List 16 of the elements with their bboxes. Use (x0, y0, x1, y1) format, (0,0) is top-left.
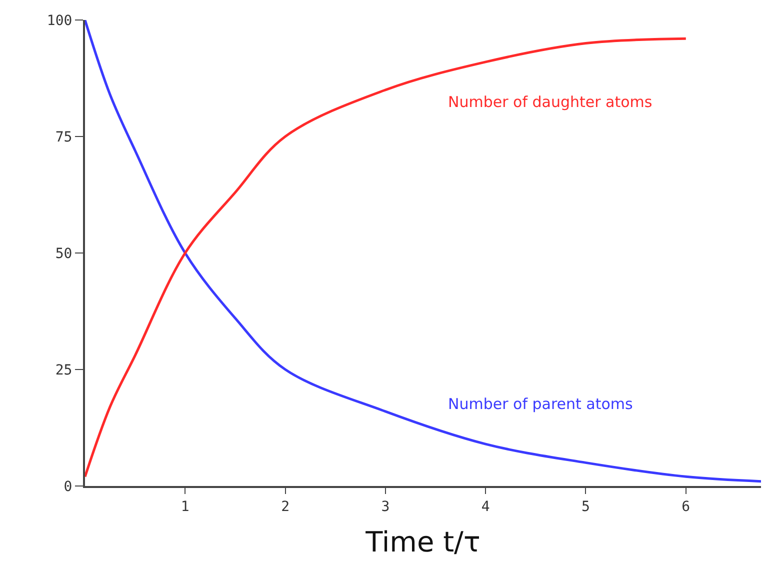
x-tick-label: 1 (180, 498, 190, 515)
series-label: Number of daughter atoms (448, 93, 652, 111)
y-tick-label: 0 (64, 478, 72, 495)
line-series (85, 20, 761, 483)
y-tick-label: 50 (55, 246, 72, 262)
x-tick-label: 5 (582, 498, 590, 515)
y-tick-label: 25 (55, 362, 72, 378)
x-tick-label: 2 (281, 498, 290, 515)
x-tick-label: 6 (682, 498, 690, 515)
x-tick-label: 3 (381, 498, 390, 515)
y-tick-label: 100 (46, 12, 72, 29)
line-series (85, 37, 688, 478)
y-tick-label: 75 (55, 129, 72, 146)
x-tick-label: 4 (481, 498, 490, 515)
x-axis-title: Time t/τ (364, 525, 480, 558)
series-label: Number of parent atoms (448, 395, 634, 413)
